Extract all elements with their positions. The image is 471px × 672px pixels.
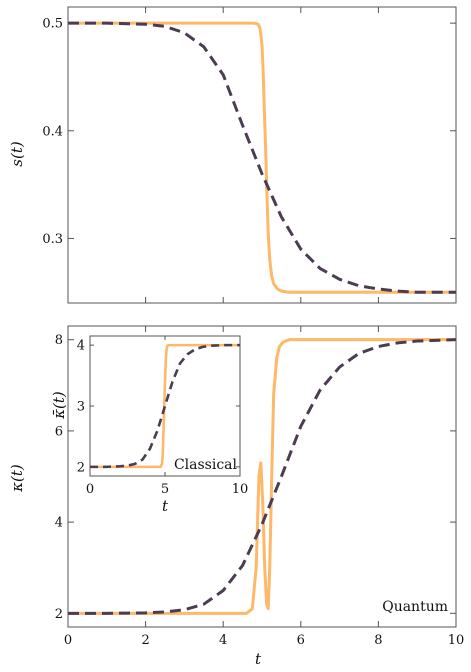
panel-bottom-frame [67, 325, 457, 628]
panel-top-frame [67, 6, 457, 304]
panel-bottom-series [68, 338, 457, 615]
top-ytick-label: 0.3 [42, 232, 63, 247]
inset-series-solid [90, 343, 240, 469]
bottom-ytick-label: 2 [55, 607, 63, 622]
panel-top: 0.3 0.4 0.5 s(t) [8, 6, 457, 304]
panel-top-ticks: 0.3 0.4 0.5 [42, 7, 457, 303]
inset-xtick-label: 0 [86, 482, 94, 497]
panel-bottom-xlabel: t [255, 650, 262, 668]
inset-xtick-label: 5 [161, 482, 169, 497]
top-series-dashed [68, 21, 456, 294]
panel-inset-series [90, 343, 240, 469]
panel-inset-xlabel: t [162, 497, 169, 515]
panel-inset: 0 5 10 2 3 4 κ̄(t) t Classical [50, 335, 249, 515]
panel-top-series [68, 21, 456, 294]
bottom-series-solid [68, 338, 456, 615]
bottom-xtick-label: 10 [448, 633, 465, 648]
bottom-xtick-label: 0 [64, 633, 72, 648]
bottom-xtick-label: 2 [141, 633, 149, 648]
panel-top-ylabel: s(t) [8, 141, 26, 167]
bottom-xtick-label: 6 [297, 633, 305, 648]
panel-inset-annotation: Classical [174, 457, 238, 473]
bottom-ytick-label: 8 [55, 333, 63, 348]
inset-series-dashed [90, 343, 240, 469]
inset-xtick-label: 10 [232, 482, 249, 497]
bottom-xtick-label: 4 [219, 633, 227, 648]
inset-ytick-label: 4 [77, 339, 85, 354]
bottom-ytick-label: 4 [55, 516, 63, 531]
bottom-xtick-label: 8 [374, 633, 382, 648]
panel-bottom-ylabel: κ(t) [8, 464, 26, 493]
top-ytick-label: 0.5 [42, 17, 63, 32]
bottom-ytick-label: 6 [55, 424, 63, 439]
top-ytick-label: 0.4 [42, 124, 63, 139]
top-series-solid [68, 21, 456, 294]
bottom-series-dashed [68, 338, 457, 615]
panel-inset-ylabel: κ̄(t) [50, 391, 68, 420]
panel-bottom-annotation: Quantum [382, 599, 448, 615]
inset-ytick-label: 3 [77, 400, 85, 415]
inset-ytick-label: 2 [77, 460, 85, 475]
panel-inset-ticks: 0 5 10 2 3 4 [77, 336, 249, 497]
